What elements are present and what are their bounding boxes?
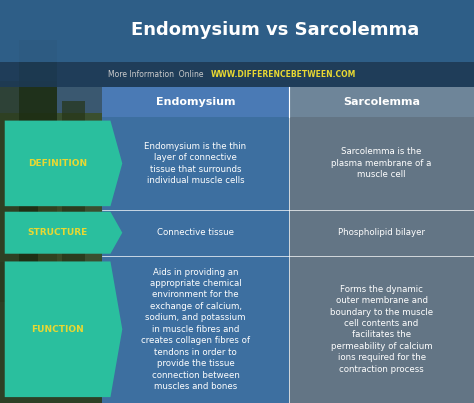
Bar <box>289 256 474 403</box>
Bar <box>289 87 474 117</box>
Text: STRUCTURE: STRUCTURE <box>27 228 88 237</box>
Bar <box>289 117 474 210</box>
Bar <box>102 256 289 403</box>
Text: Endomysium vs Sarcolemma: Endomysium vs Sarcolemma <box>131 21 419 39</box>
Text: Phospholipid bilayer: Phospholipid bilayer <box>338 228 425 237</box>
Text: FUNCTION: FUNCTION <box>31 325 84 334</box>
Polygon shape <box>5 212 122 254</box>
Bar <box>0 113 474 262</box>
Bar <box>0 0 474 113</box>
Bar <box>0 0 474 62</box>
Bar <box>102 117 289 210</box>
Polygon shape <box>5 120 122 206</box>
Text: Sarcolemma: Sarcolemma <box>343 97 420 107</box>
Bar <box>0 262 474 403</box>
Bar <box>62 101 85 302</box>
Text: WWW.DIFFERENCEBETWEEN.COM: WWW.DIFFERENCEBETWEEN.COM <box>211 70 356 79</box>
Bar <box>0 62 474 87</box>
Bar <box>0 81 57 302</box>
Text: DEFINITION: DEFINITION <box>28 159 87 168</box>
Text: Endomysium is the thin
layer of connective
tissue that surrounds
individual musc: Endomysium is the thin layer of connecti… <box>145 142 246 185</box>
Bar <box>289 210 474 256</box>
Bar <box>102 210 289 256</box>
Text: Aids in providing an
appropriate chemical
environment for the
exchange of calciu: Aids in providing an appropriate chemica… <box>141 268 250 391</box>
Bar <box>102 87 289 117</box>
Text: Sarcolemma is the
plasma membrane of a
muscle cell: Sarcolemma is the plasma membrane of a m… <box>331 147 432 179</box>
Bar <box>38 121 66 302</box>
Text: Endomysium: Endomysium <box>156 97 235 107</box>
Bar <box>19 40 57 302</box>
Text: More Information  Online: More Information Online <box>109 70 204 79</box>
Text: Forms the dynamic
outer membrane and
boundary to the muscle
cell contents and
fa: Forms the dynamic outer membrane and bou… <box>330 285 433 374</box>
Text: Connective tissue: Connective tissue <box>157 228 234 237</box>
Polygon shape <box>5 262 122 397</box>
